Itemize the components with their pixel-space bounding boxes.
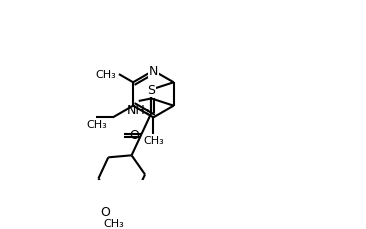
- Text: CH₃: CH₃: [103, 218, 124, 228]
- Text: NH₂: NH₂: [127, 104, 151, 117]
- Text: CH₃: CH₃: [143, 136, 164, 146]
- Text: CH₃: CH₃: [86, 119, 107, 129]
- Text: O: O: [100, 205, 110, 218]
- Text: CH₃: CH₃: [96, 70, 117, 80]
- Text: N: N: [149, 65, 158, 78]
- Text: O: O: [130, 128, 139, 141]
- Text: S: S: [147, 84, 156, 97]
